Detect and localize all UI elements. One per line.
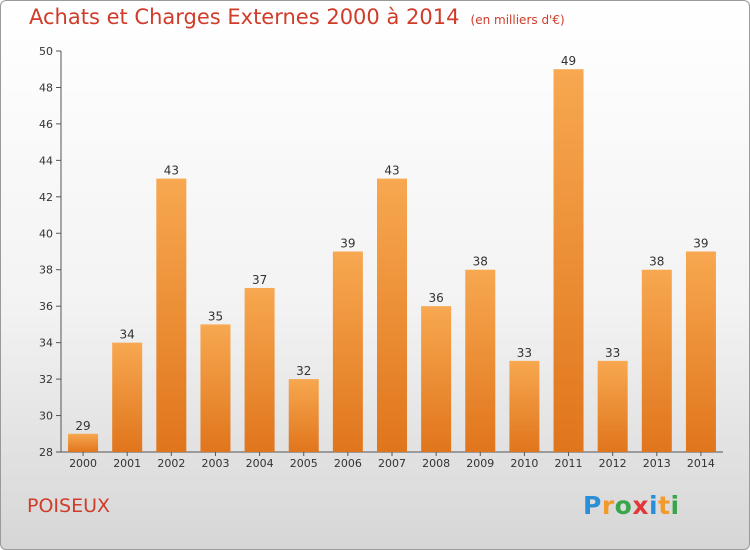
logo-letter: i: [670, 491, 680, 520]
data-label-2009: 38: [473, 255, 488, 269]
bar-2008: [421, 306, 452, 452]
x-tick-label: 2009: [466, 457, 494, 470]
bar-2013: [641, 269, 672, 452]
y-tick-label: 30: [39, 410, 53, 423]
data-label-2007: 43: [384, 164, 399, 178]
x-tick-label: 2003: [201, 457, 229, 470]
y-tick-label: 40: [39, 227, 53, 240]
chart-bars: [68, 69, 716, 453]
bar-2003: [200, 324, 231, 452]
logo-letter: P: [583, 491, 602, 520]
bar-2006: [332, 251, 363, 452]
logo-letter: o: [614, 491, 633, 520]
y-tick-label: 38: [39, 264, 53, 277]
x-tick-label: 2001: [113, 457, 141, 470]
bar-2007: [377, 178, 407, 452]
bar-2011: [553, 69, 584, 453]
data-label-2010: 33: [517, 346, 532, 360]
y-tick-label: 50: [39, 45, 53, 58]
data-label-2012: 33: [605, 346, 620, 360]
y-tick-label: 46: [39, 118, 53, 131]
y-tick-label: 42: [39, 191, 53, 204]
data-label-2001: 34: [120, 328, 135, 342]
logo-letter: r: [601, 491, 615, 520]
y-tick-label: 34: [39, 337, 53, 350]
data-label-2005: 32: [296, 364, 311, 378]
chart-axes: 28 30 32 34 36 38 40 42 44 46 48 50 2000 2001 2002 2003…: [39, 45, 723, 470]
x-tick-label: 2002: [157, 457, 185, 470]
y-tick-label: 32: [39, 373, 53, 386]
x-tick-label: 2011: [555, 457, 583, 470]
x-tick-label: 2012: [599, 457, 627, 470]
bar-2014: [685, 251, 716, 452]
bar-2001: [112, 342, 143, 452]
bar-2004: [244, 287, 275, 452]
x-tick-label: 2000: [69, 457, 97, 470]
chart-title-block: Achats et Charges Externes 2000 à 2014 (…: [29, 5, 565, 29]
bar-2010: [509, 360, 540, 452]
y-tick-label: 28: [39, 446, 53, 459]
logo-letter: i: [649, 491, 659, 520]
x-tick-label: 2005: [290, 457, 318, 470]
bar-2002: [156, 178, 187, 452]
x-tick-label: 2008: [422, 457, 450, 470]
data-label-2003: 35: [208, 309, 223, 323]
data-label-2002: 43: [164, 164, 179, 178]
data-label-2004: 37: [252, 273, 267, 287]
bar-2000: [68, 433, 99, 452]
chart-data-labels: 29 34 43 35 37 32 39 43 36 38 33 49 33 38 39: [75, 54, 708, 433]
data-label-2014: 39: [693, 237, 708, 251]
x-tick-label: 2004: [246, 457, 274, 470]
bar-2012: [597, 360, 628, 452]
y-tick-label: 48: [39, 81, 53, 94]
data-label-2008: 36: [428, 291, 443, 305]
chart-unit: (en milliers d'€): [470, 13, 565, 27]
data-label-2013: 38: [649, 255, 664, 269]
bar-2005: [288, 379, 319, 452]
bar-2009: [465, 269, 496, 452]
proxiti-logo: Proxiti: [583, 491, 680, 520]
x-tick-label: 2013: [643, 457, 671, 470]
data-label-2006: 39: [340, 237, 355, 251]
chart-title: Achats et Charges Externes 2000 à 2014: [29, 5, 460, 29]
town-name: POISEUX: [27, 495, 111, 517]
x-tick-label: 2006: [334, 457, 362, 470]
x-tick-label: 2010: [510, 457, 538, 470]
data-label-2000: 29: [75, 419, 90, 433]
x-tick-label: 2014: [687, 457, 715, 470]
logo-letter: t: [658, 491, 671, 520]
logo-letter: x: [632, 491, 649, 520]
data-label-2011: 49: [561, 54, 576, 68]
y-tick-label: 36: [39, 300, 53, 313]
x-tick-label: 2007: [378, 457, 406, 470]
y-tick-label: 44: [39, 154, 53, 167]
